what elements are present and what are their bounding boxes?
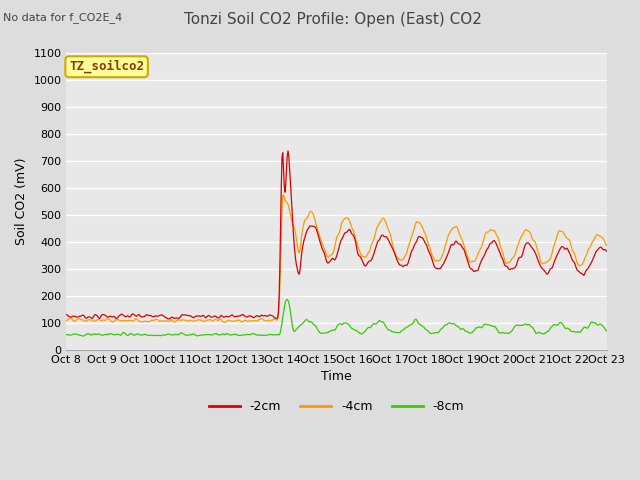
X-axis label: Time: Time (321, 371, 352, 384)
-4cm (72, 317, 80, 323)
-8cm (72, 331, 80, 337)
-8cm (284, 297, 291, 302)
Text: No data for f_CO2E_4: No data for f_CO2E_4 (3, 12, 122, 23)
-8cm (603, 328, 611, 334)
Line: -4cm: -4cm (67, 195, 607, 322)
-2cm (72, 314, 80, 320)
-8cm (129, 332, 136, 337)
-2cm (166, 316, 173, 322)
-2cm (128, 312, 136, 317)
-8cm (419, 324, 427, 330)
-2cm (603, 248, 611, 254)
-8cm (184, 332, 191, 338)
-2cm (284, 148, 292, 154)
-2cm (184, 312, 191, 318)
Text: Tonzi Soil CO2 Profile: Open (East) CO2: Tonzi Soil CO2 Profile: Open (East) CO2 (184, 12, 482, 27)
-4cm (128, 318, 136, 324)
-4cm (183, 318, 191, 324)
-4cm (211, 317, 219, 323)
-4cm (221, 319, 228, 325)
Legend: -2cm, -4cm, -8cm: -2cm, -4cm, -8cm (204, 395, 469, 418)
-8cm (212, 331, 220, 336)
-8cm (404, 324, 412, 330)
-2cm (212, 313, 220, 319)
Line: -8cm: -8cm (67, 300, 607, 336)
-4cm (404, 247, 412, 252)
-2cm (404, 262, 412, 267)
-4cm (603, 242, 611, 248)
Text: TZ_soilco2: TZ_soilco2 (69, 60, 144, 73)
Line: -2cm: -2cm (67, 151, 607, 319)
-4cm (280, 192, 287, 198)
-4cm (63, 318, 70, 324)
-2cm (419, 236, 427, 242)
-8cm (63, 332, 70, 337)
-4cm (419, 227, 427, 233)
-2cm (63, 312, 70, 317)
Y-axis label: Soil CO2 (mV): Soil CO2 (mV) (15, 157, 28, 245)
-8cm (80, 333, 88, 339)
